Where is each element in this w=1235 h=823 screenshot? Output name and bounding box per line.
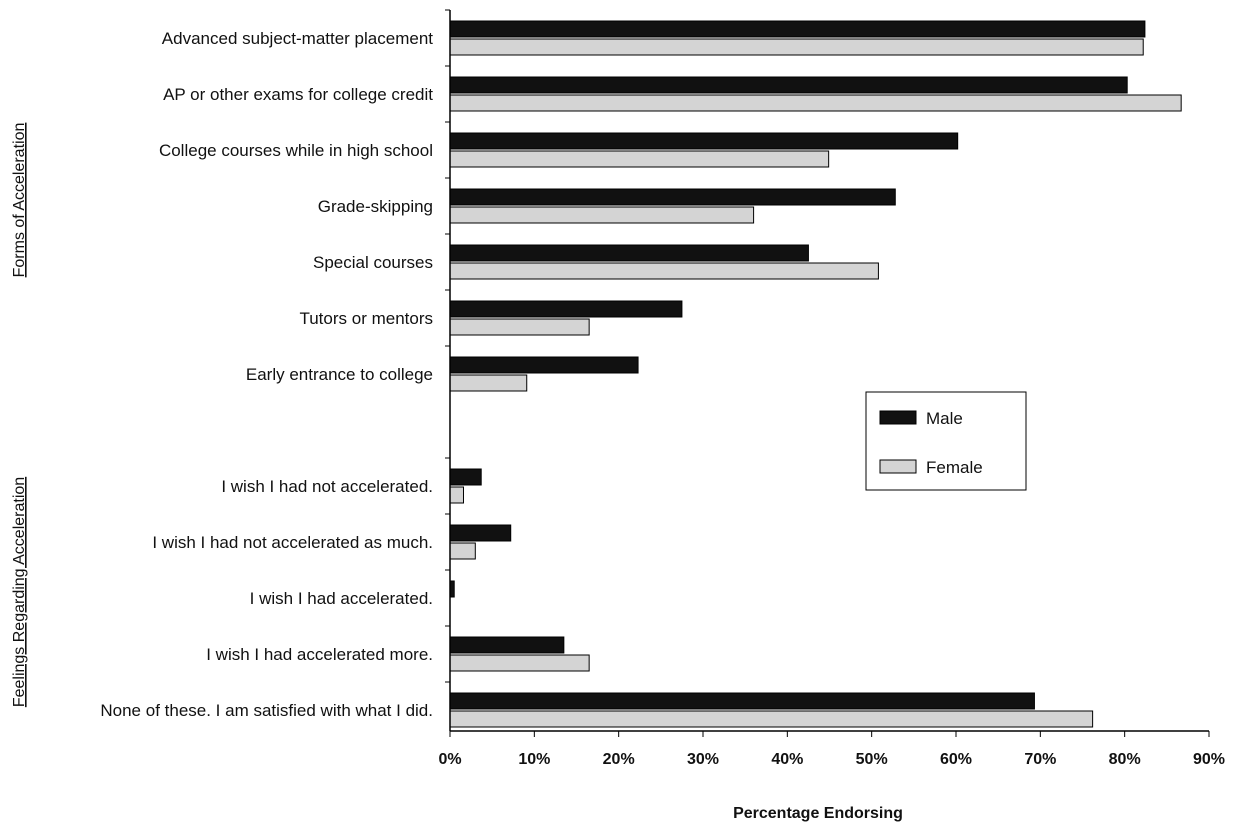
bar-female [449,374,528,392]
legend: Male Female [865,391,1027,491]
bar-female [449,542,476,560]
x-tick-label: 80% [1109,751,1141,768]
category-label: Advanced subject-matter placement [162,29,433,48]
category-label: I wish I had not accelerated as much. [152,533,433,552]
group-label-forms: Forms of Acceleration [11,123,28,278]
bar-male [449,188,896,206]
category-label: College courses while in high school [159,141,433,160]
category-label: Early entrance to college [246,365,433,384]
x-tick-label: 70% [1024,751,1056,768]
bar-female [449,206,755,224]
x-tick-label: 40% [771,751,803,768]
bar-male [449,20,1146,38]
x-tick-label: 60% [940,751,972,768]
bar-male [449,692,1035,710]
category-label: Grade-skipping [318,197,433,216]
category-labels: Advanced subject-matter placement AP or o… [100,29,433,720]
x-tick-label: 50% [856,751,888,768]
category-label: I wish I had accelerated. [250,589,433,608]
x-tick-label: 0% [438,751,461,768]
bar-male [449,636,565,654]
bar-female [449,318,590,336]
bar-female [449,710,1094,728]
bar-female [449,654,590,672]
bar-male [449,524,512,542]
bar-male [449,468,482,486]
bar-male [449,300,683,318]
category-label: I wish I had not accelerated. [221,477,433,496]
bar-female [449,486,464,504]
x-tick-label: 10% [518,751,550,768]
bar-female [449,150,830,168]
x-tick-label: 20% [603,751,635,768]
legend-swatch-male [879,410,917,425]
x-tick-label: 90% [1193,751,1225,768]
bar-female [449,94,1182,112]
bar-male [449,356,639,374]
legend-label-male: Male [926,409,963,428]
category-label: I wish I had accelerated more. [206,645,433,664]
category-label: None of these. I am satisfied with what … [100,701,433,720]
bar-male [449,244,809,262]
bar-female [449,262,879,280]
bar-male [449,132,959,150]
category-label: Special courses [313,253,433,272]
group-label-feelings: Feelings Regarding Acceleration [11,477,28,707]
legend-box [865,391,1027,491]
bar-female [449,38,1144,56]
bars-layer [445,9,1182,728]
x-tick-label: 30% [687,751,719,768]
category-label: Tutors or mentors [299,309,433,328]
category-label: AP or other exams for college credit [163,85,433,104]
bar-male [449,76,1128,94]
legend-swatch-female [879,459,917,474]
x-axis-ticks: 0% 10% 20% 30% 40% 50% 60% 70% 80% 90% [438,731,1225,768]
x-axis-title: Percentage Endorsing [733,805,903,822]
legend-label-female: Female [926,458,983,477]
